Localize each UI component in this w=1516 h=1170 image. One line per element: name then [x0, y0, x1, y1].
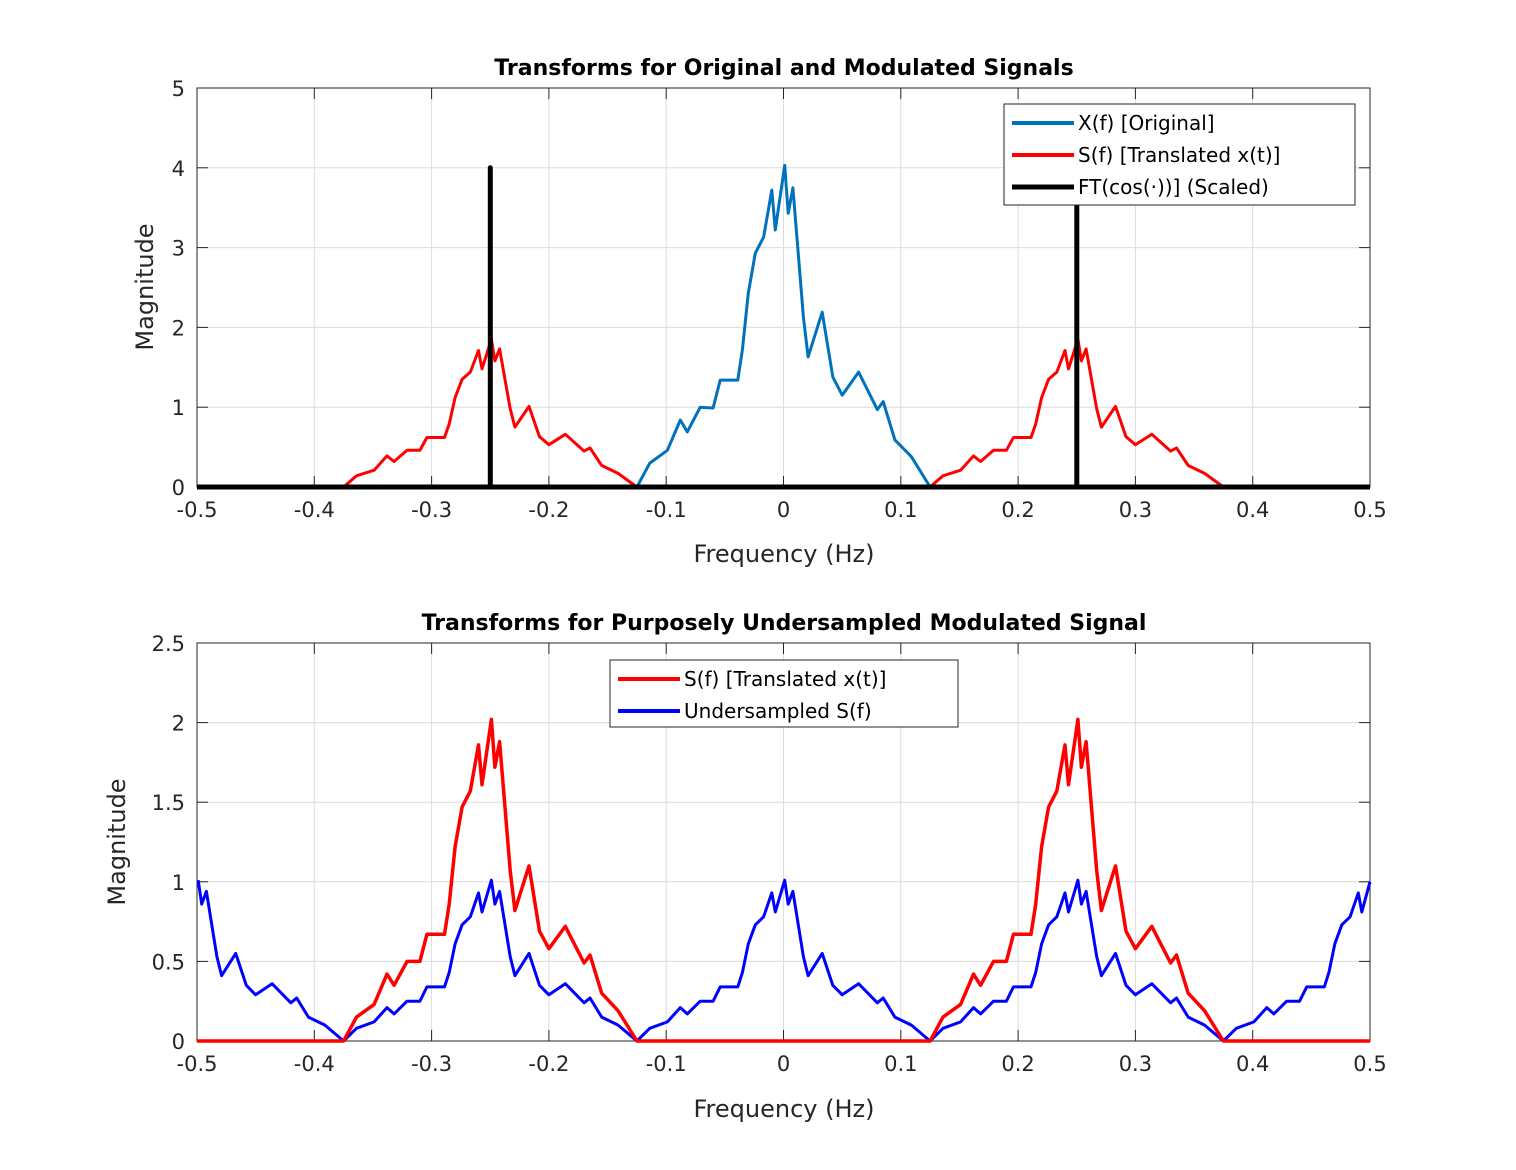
y-tick-label: 1 — [172, 396, 185, 420]
series-line-x-f-original — [635, 163, 932, 488]
x-tick-label: 0.1 — [884, 498, 917, 522]
y-axis-label: Magnitude — [103, 778, 131, 905]
x-tick-label: -0.3 — [411, 498, 452, 522]
x-tick-label: 0.1 — [884, 1052, 917, 1076]
x-tick-label: -0.5 — [177, 498, 218, 522]
x-tick-label: -0.5 — [177, 1052, 218, 1076]
series-line-ft-cos-scaled — [197, 165, 1370, 490]
y-tick-label: 3 — [172, 237, 185, 261]
x-tick-label: 0 — [777, 498, 790, 522]
y-tick-label: 2 — [172, 712, 185, 736]
bottom-axes: -0.5 -0.4 -0.3 -0.2 -0.1 0 0.1 0.2 0.3 0.4 0.5 0 0.5… — [103, 611, 1387, 1123]
x-tick-label: 0.2 — [1001, 498, 1034, 522]
x-tick-label: 0.4 — [1236, 1052, 1269, 1076]
series-line-s-f-translated-x-t — [197, 717, 1370, 1043]
y-tick-label: 4 — [172, 157, 185, 181]
x-tick-label: 0.3 — [1119, 498, 1152, 522]
y-tick-label: 2 — [172, 316, 185, 340]
legend-entry: S(f) [Translated x(t)] — [684, 667, 886, 691]
y-tick-label: 0.5 — [152, 950, 185, 974]
chart-title: Transforms for Original and Modulated Si… — [494, 56, 1073, 81]
legend-entry: S(f) [Translated x(t)] — [1078, 143, 1280, 167]
x-tick-label: -0.2 — [528, 1052, 569, 1076]
x-tick-label: 0.3 — [1119, 1052, 1152, 1076]
y-tick-label: 5 — [172, 77, 185, 101]
legend-entry: X(f) [Original] — [1078, 111, 1215, 135]
legend-entry: Undersampled S(f) — [684, 699, 872, 723]
x-axis-label: Frequency (Hz) — [694, 540, 875, 568]
x-tick-label: 0.2 — [1001, 1052, 1034, 1076]
series-line-undersampled-s-f — [196, 878, 1372, 1043]
y-tick-label: 1.5 — [152, 791, 185, 815]
x-axis-label: Frequency (Hz) — [694, 1095, 875, 1123]
x-tick-label: 0.5 — [1353, 1052, 1386, 1076]
legend: S(f) [Translated x(t)] Undersampled S(f) — [609, 659, 959, 728]
x-tick-label: -0.3 — [411, 1052, 452, 1076]
x-tick-label: 0.4 — [1236, 498, 1269, 522]
y-axis-label: Magnitude — [131, 223, 159, 350]
x-tick-label: 0 — [777, 1052, 790, 1076]
top-axes: -0.5 -0.4 -0.3 -0.2 -0.1 0 0.1 0.2 0.3 0.4 0.5 0 1 2 3… — [131, 56, 1387, 568]
y-tick-label: 2.5 — [152, 632, 185, 656]
x-tick-label: -0.4 — [294, 498, 335, 522]
series-group — [196, 717, 1372, 1043]
chart-title: Transforms for Purposely Undersampled Mo… — [422, 611, 1147, 636]
x-tick-label: -0.1 — [646, 498, 687, 522]
x-tick-label: -0.4 — [294, 1052, 335, 1076]
x-tick-label: 0.5 — [1353, 498, 1386, 522]
series-group — [197, 163, 1370, 490]
legend: X(f) [Original] S(f) [Translated x(t)] FT(… — [1003, 103, 1356, 206]
x-tick-label: -0.1 — [646, 1052, 687, 1076]
legend-entry: FT(cos(·))] (Scaled) — [1078, 175, 1269, 199]
y-tick-label: 0 — [172, 476, 185, 500]
y-tick-label: 0 — [172, 1030, 185, 1054]
legend-box — [609, 659, 959, 728]
y-tick-label: 1 — [172, 871, 185, 895]
x-tick-label: -0.2 — [528, 498, 569, 522]
